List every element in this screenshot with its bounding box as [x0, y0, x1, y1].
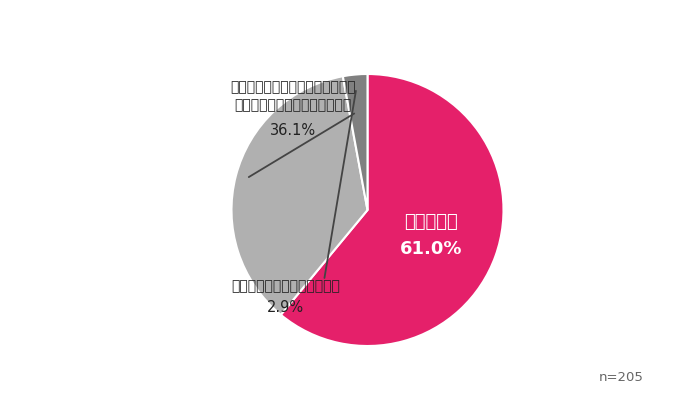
Text: （企業には連絡をしなかった）: （企業には連絡をしなかった） [234, 98, 351, 112]
Text: n=205: n=205 [599, 371, 644, 384]
Text: 61.0%: 61.0% [400, 240, 463, 258]
Text: エージェントにのみ、連絡をした: エージェントにのみ、連絡をした [230, 80, 356, 94]
Text: 連絡をした: 連絡をした [405, 213, 458, 231]
Text: 2.9%: 2.9% [267, 300, 304, 316]
Text: 36.1%: 36.1% [270, 123, 316, 138]
Text: 連絡をしなかったことがある: 連絡をしなかったことがある [232, 279, 340, 293]
Wedge shape [281, 74, 503, 346]
Wedge shape [343, 74, 368, 210]
Wedge shape [232, 76, 368, 315]
